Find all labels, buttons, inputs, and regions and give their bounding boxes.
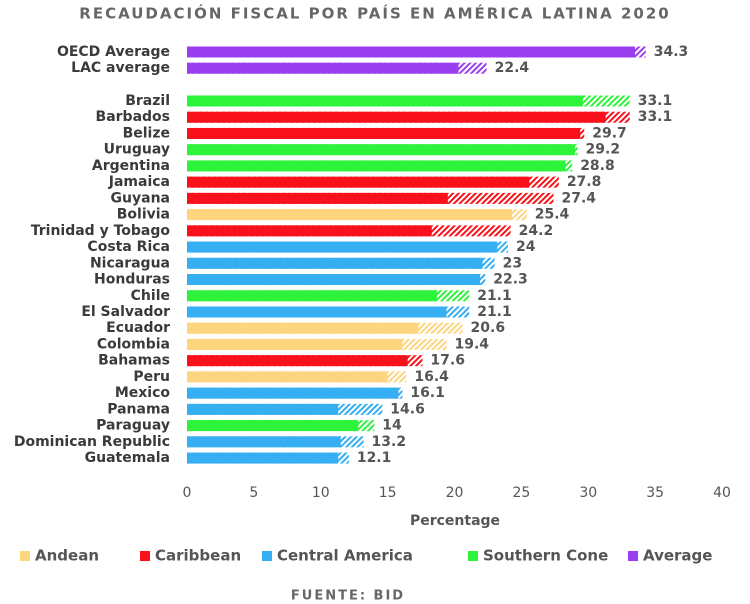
category-label: Mexico xyxy=(115,385,171,401)
category-label: Trinidad y Tobago xyxy=(31,223,171,239)
category-label: Jamaica xyxy=(108,174,170,190)
bar-solid xyxy=(187,306,447,318)
value-label: 22.4 xyxy=(495,60,530,76)
legend-swatch xyxy=(20,551,30,561)
category-label: Barbados xyxy=(96,109,170,125)
legend-label: Caribbean xyxy=(155,547,241,565)
category-label: Paraguay xyxy=(96,418,170,434)
bar-solid xyxy=(187,290,438,302)
category-label: El Salvador xyxy=(81,304,170,320)
category-label: Guatemala xyxy=(85,450,170,466)
value-label: 16.1 xyxy=(410,385,445,401)
value-label: 29.2 xyxy=(586,142,621,158)
value-label: 34.3 xyxy=(654,44,689,60)
value-label: 25.4 xyxy=(535,207,570,223)
category-label: Ecuador xyxy=(106,320,170,336)
category-label: Honduras xyxy=(94,272,170,288)
value-label: 19.4 xyxy=(454,336,489,352)
category-label: Panama xyxy=(107,401,170,417)
category-label: Colombia xyxy=(97,336,170,352)
bar-solid xyxy=(187,209,513,221)
value-label: 13.2 xyxy=(372,434,407,450)
value-label: 21.1 xyxy=(477,304,512,320)
value-label: 24.2 xyxy=(519,223,554,239)
bar-solid xyxy=(187,95,583,107)
x-tick-label: 15 xyxy=(379,485,397,501)
value-label: 27.8 xyxy=(567,174,602,190)
bar-solid xyxy=(187,127,581,139)
bar-solid xyxy=(187,144,575,156)
category-label: Brazil xyxy=(125,93,170,109)
bar-solid xyxy=(187,371,388,383)
legend-label: Average xyxy=(643,547,712,565)
value-label: 33.1 xyxy=(638,93,673,109)
bar-solid xyxy=(187,111,606,123)
x-tick-label: 30 xyxy=(579,485,597,501)
category-label: OECD Average xyxy=(57,44,170,60)
bar-solid xyxy=(187,225,432,237)
value-label: 16.4 xyxy=(414,369,449,385)
category-label: Peru xyxy=(133,369,170,385)
bar-solid xyxy=(187,160,566,172)
value-label: 14 xyxy=(382,418,402,434)
category-label: Argentina xyxy=(92,158,170,174)
value-label: 23 xyxy=(503,255,522,271)
category-label: Guyana xyxy=(111,190,170,206)
x-tick-label: 25 xyxy=(512,485,530,501)
x-tick-label: 40 xyxy=(713,485,731,501)
x-tick-label: 10 xyxy=(312,485,330,501)
category-label: Costa Rica xyxy=(87,239,170,255)
bar-solid xyxy=(187,46,636,58)
value-label: 24 xyxy=(516,239,536,255)
source: FUENTE: BID xyxy=(291,589,405,604)
value-label: 33.1 xyxy=(638,109,673,125)
value-label: 14.6 xyxy=(390,401,425,417)
value-label: 12.1 xyxy=(357,450,392,466)
bar-solid xyxy=(187,338,403,350)
x-tick-label: 5 xyxy=(249,485,258,501)
legend-label: Andean xyxy=(35,547,99,565)
bar-solid xyxy=(187,257,483,269)
bar-solid xyxy=(187,192,448,204)
value-label: 28.8 xyxy=(580,158,615,174)
bar-solid xyxy=(187,241,498,253)
legend-swatch xyxy=(628,551,638,561)
chart-title: RECAUDACIÓN FISCAL POR PAÍS EN AMÉRICA L… xyxy=(79,4,670,23)
value-label: 27.4 xyxy=(561,190,596,206)
category-label: Uruguay xyxy=(104,142,170,158)
value-label: 20.6 xyxy=(471,320,506,336)
bar-solid xyxy=(187,387,399,399)
bar-solid xyxy=(187,62,459,74)
bar-solid xyxy=(187,452,339,464)
value-label: 21.1 xyxy=(477,288,512,304)
category-label: Bolivia xyxy=(117,207,170,223)
category-label: Bahamas xyxy=(98,353,170,369)
bar-solid xyxy=(187,274,480,286)
legend-swatch xyxy=(468,551,478,561)
category-label: Belize xyxy=(123,125,170,141)
bar-solid xyxy=(187,176,530,188)
legend-label: Southern Cone xyxy=(483,547,608,565)
bar-solid xyxy=(187,403,339,415)
x-tick-label: 35 xyxy=(646,485,664,501)
category-label: Dominican Republic xyxy=(14,434,170,450)
category-label: LAC average xyxy=(71,60,170,76)
value-label: 29.7 xyxy=(592,125,627,141)
bar-solid xyxy=(187,436,341,448)
category-label: Nicaragua xyxy=(90,255,170,271)
legend-label: Central America xyxy=(277,547,413,565)
legend-swatch xyxy=(140,551,150,561)
bar-solid xyxy=(187,355,408,367)
value-label: 22.3 xyxy=(493,272,528,288)
bar-solid xyxy=(187,322,419,334)
category-label: Chile xyxy=(131,288,170,304)
x-tick-label: 0 xyxy=(183,485,192,501)
x-tick-label: 20 xyxy=(446,485,464,501)
value-label: 17.6 xyxy=(430,353,465,369)
legend-swatch xyxy=(262,551,272,561)
x-axis-label: Percentage xyxy=(410,513,500,529)
bar-solid xyxy=(187,420,359,432)
